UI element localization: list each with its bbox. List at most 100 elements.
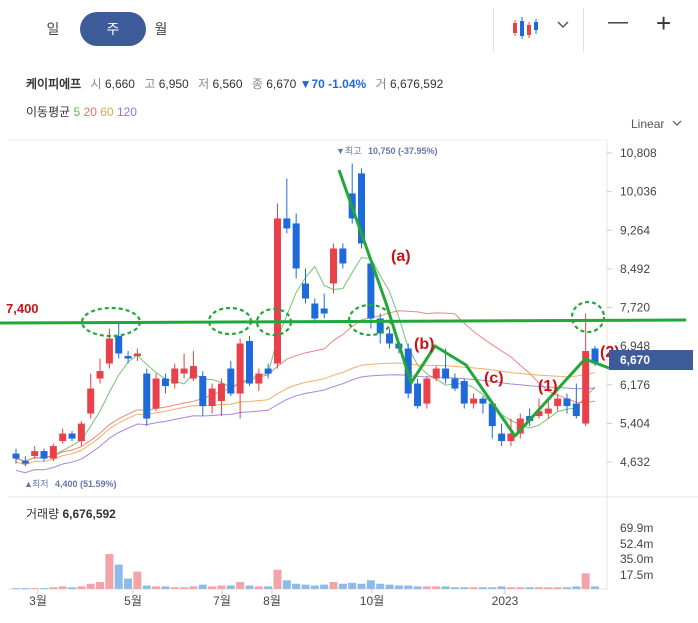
- candle-body: [358, 173, 366, 244]
- candle-body: [414, 383, 422, 407]
- volume-bar: [572, 586, 581, 589]
- low-value: 6,560: [212, 77, 243, 91]
- scale-selector[interactable]: Linear: [631, 117, 682, 131]
- candle-body: [245, 341, 253, 384]
- candle-body: [311, 303, 319, 319]
- close-label: 종: [251, 77, 263, 91]
- volume-bar: [264, 586, 273, 589]
- volume-legend: 거래량 6,676,592: [26, 505, 116, 522]
- x-tick-label: 3월: [29, 594, 47, 608]
- volume-bar: [497, 586, 506, 589]
- volume-bar: [469, 587, 478, 589]
- volume-bar: [40, 588, 49, 590]
- zoom-out-button[interactable]: —: [608, 11, 628, 33]
- candle-body: [115, 336, 123, 354]
- volume-bar: [292, 583, 301, 589]
- volume-bar: [413, 586, 422, 589]
- min-value: 4,400 (51.59%): [55, 479, 117, 489]
- volume-bar: [329, 582, 338, 589]
- candle-body: [292, 223, 300, 269]
- candle-body: [255, 373, 263, 384]
- candle-body: [227, 368, 235, 394]
- volume-bar: [254, 586, 263, 589]
- volume-bar: [208, 586, 217, 589]
- volume-bar: [544, 587, 553, 589]
- volume-bar: [68, 587, 77, 589]
- x-tick-label: 10월: [360, 594, 384, 608]
- volume-bar: [170, 587, 179, 589]
- volume-bar: [152, 586, 161, 589]
- volume-bar: [338, 583, 347, 589]
- candlestick-icon[interactable]: [510, 14, 540, 42]
- volume-bar: [226, 585, 235, 589]
- candle-body: [236, 343, 244, 394]
- volume-tick-label: 35.0m: [620, 552, 653, 566]
- candle-body: [143, 373, 151, 419]
- volume-bar: [581, 573, 590, 589]
- scale-label: Linear: [631, 117, 665, 131]
- tab-month[interactable]: 월: [154, 21, 168, 37]
- current-price-value: 6,670: [620, 353, 650, 367]
- volume-bar: [12, 588, 20, 590]
- candle-body: [12, 453, 20, 459]
- ma-20: 20: [83, 105, 97, 119]
- toolbar-divider: [583, 8, 584, 52]
- toolbar-divider: [493, 8, 494, 52]
- y-tick-label: 5,404: [620, 416, 650, 430]
- candle-body: [31, 451, 39, 457]
- low-label: 저: [198, 77, 210, 91]
- candle-body: [77, 423, 85, 442]
- candle-body: [87, 388, 95, 414]
- candle-body: [264, 368, 272, 374]
- stock-name: 케이피에프: [26, 77, 82, 91]
- candle-body: [49, 446, 57, 459]
- candle-body: [498, 433, 506, 442]
- y-tick-label: 8,492: [620, 262, 650, 276]
- volume-bar: [534, 587, 543, 589]
- current-price-tag: [609, 350, 693, 371]
- volume-bar: [86, 583, 95, 589]
- ma-label: 이동평균: [26, 105, 71, 119]
- candle-body: [544, 408, 552, 414]
- candle-body: [133, 353, 141, 357]
- wave-label: (a): [391, 248, 411, 265]
- y-tick-label: 10,808: [620, 146, 657, 160]
- candle-body: [572, 403, 580, 417]
- volume-bar: [394, 585, 403, 589]
- candle-body: [283, 218, 291, 229]
- candle-body: [217, 383, 225, 402]
- candle-body: [273, 218, 281, 364]
- max-marker-icon: ▼: [336, 146, 345, 156]
- annotation-ellipse: [207, 306, 253, 336]
- candle-body: [330, 248, 338, 284]
- candle-body: [423, 378, 431, 404]
- volume-bar: [450, 587, 459, 589]
- volume-bar: [236, 582, 245, 589]
- x-tick-label: 5월: [124, 594, 142, 608]
- tab-week[interactable]: 주: [80, 12, 146, 46]
- moving-average-legend: 이동평균 5 20 60 120: [26, 103, 137, 120]
- volume-bar: [105, 554, 114, 589]
- ma-120: 120: [116, 105, 137, 119]
- high-label: 고: [144, 77, 156, 91]
- volume-bar: [348, 582, 357, 589]
- change-value: ▼70 -1.04%: [299, 77, 367, 91]
- volume-bar: [488, 587, 497, 589]
- ma-60: 60: [100, 105, 114, 119]
- candle-body: [507, 433, 515, 442]
- candle-body: [180, 368, 188, 374]
- volume-bar: [301, 584, 310, 589]
- volume-bar: [58, 586, 67, 589]
- candle-body: [208, 388, 216, 407]
- volume-bar: [217, 585, 226, 589]
- high-value: 6,950: [158, 77, 189, 91]
- ma-60-line: [15, 362, 596, 466]
- volume-bar: [245, 585, 254, 589]
- candle-body: [161, 378, 169, 387]
- volume-bar: [357, 583, 366, 589]
- chevron-down-icon[interactable]: [556, 20, 570, 30]
- candle-body: [442, 368, 450, 379]
- zoom-in-button[interactable]: +: [656, 8, 672, 38]
- tab-day[interactable]: 일: [46, 21, 60, 37]
